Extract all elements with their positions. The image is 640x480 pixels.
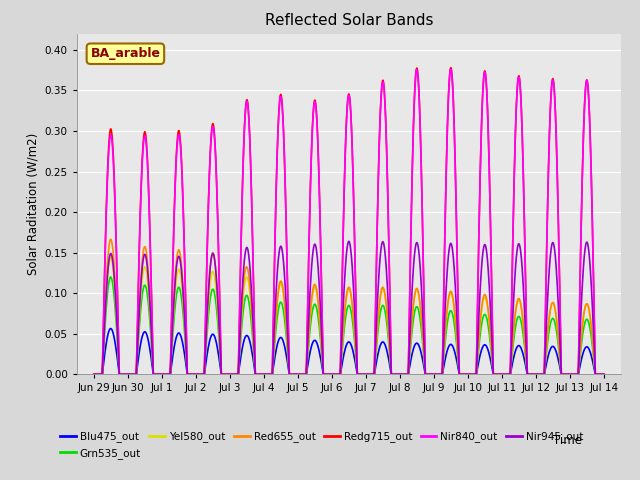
Title: Reflected Solar Bands: Reflected Solar Bands	[264, 13, 433, 28]
Redg715_out	[335, 372, 342, 377]
Grn535_out	[335, 372, 343, 377]
Grn535_out	[293, 372, 301, 377]
Nir840_out	[293, 372, 301, 377]
Redg715_out	[600, 372, 607, 377]
Blu475_out	[259, 372, 267, 377]
Yel580_out	[600, 372, 607, 377]
Red655_out	[600, 372, 607, 377]
Red655_out	[293, 372, 301, 377]
Line: Redg715_out: Redg715_out	[94, 68, 604, 374]
Blu475_out	[335, 372, 343, 377]
Y-axis label: Solar Raditation (W/m2): Solar Raditation (W/m2)	[26, 133, 39, 275]
Redg715_out	[447, 65, 454, 71]
Yel580_out	[399, 372, 407, 377]
Redg715_out	[577, 238, 585, 243]
Grn535_out	[259, 372, 267, 377]
Nir945_out	[191, 372, 199, 377]
Nir840_out	[335, 372, 342, 377]
Grn535_out	[399, 372, 407, 377]
Nir840_out	[399, 372, 407, 377]
Yel580_out	[577, 339, 585, 345]
Redg715_out	[293, 372, 301, 377]
Legend: Blu475_out, Grn535_out, Yel580_out, Red655_out, Redg715_out, Nir840_out, Nir945_: Blu475_out, Grn535_out, Yel580_out, Red6…	[56, 427, 588, 463]
Yel580_out	[90, 372, 98, 377]
Nir945_out	[600, 372, 607, 377]
Red655_out	[335, 372, 343, 377]
Red655_out	[577, 339, 585, 345]
Nir945_out	[399, 372, 407, 377]
Blu475_out	[600, 372, 607, 377]
Yel580_out	[107, 255, 115, 261]
Nir945_out	[90, 372, 98, 377]
Blu475_out	[399, 372, 407, 377]
Redg715_out	[259, 372, 267, 377]
Nir945_out	[335, 372, 342, 377]
Nir840_out	[259, 372, 267, 377]
Yel580_out	[259, 372, 267, 377]
Nir840_out	[90, 372, 98, 377]
Red655_out	[90, 372, 98, 377]
Line: Blu475_out: Blu475_out	[94, 328, 604, 374]
Yel580_out	[293, 372, 301, 377]
Nir945_out	[345, 239, 353, 244]
Line: Nir840_out: Nir840_out	[94, 69, 604, 374]
Nir945_out	[577, 312, 585, 317]
Yel580_out	[335, 372, 343, 377]
Blu475_out	[90, 372, 98, 377]
Nir840_out	[447, 66, 454, 72]
Redg715_out	[90, 372, 98, 377]
Yel580_out	[192, 372, 200, 377]
Grn535_out	[107, 274, 115, 280]
Line: Grn535_out: Grn535_out	[94, 277, 604, 374]
Line: Red655_out: Red655_out	[94, 240, 604, 374]
Red655_out	[399, 372, 407, 377]
Text: Time: Time	[554, 434, 582, 447]
Red655_out	[107, 237, 115, 242]
Grn535_out	[577, 347, 585, 352]
Text: BA_arable: BA_arable	[90, 47, 161, 60]
Nir840_out	[600, 372, 607, 377]
Blu475_out	[192, 372, 200, 377]
Grn535_out	[90, 372, 98, 377]
Blu475_out	[107, 325, 115, 331]
Grn535_out	[600, 372, 607, 377]
Blu475_out	[293, 372, 301, 377]
Blu475_out	[577, 359, 585, 365]
Nir840_out	[191, 372, 199, 377]
Nir945_out	[259, 372, 267, 377]
Line: Yel580_out: Yel580_out	[94, 258, 604, 374]
Red655_out	[259, 372, 267, 377]
Nir840_out	[577, 238, 585, 244]
Red655_out	[192, 372, 200, 377]
Nir945_out	[293, 372, 301, 377]
Redg715_out	[399, 372, 407, 377]
Redg715_out	[191, 372, 199, 377]
Grn535_out	[192, 372, 200, 377]
Line: Nir945_out: Nir945_out	[94, 241, 604, 374]
